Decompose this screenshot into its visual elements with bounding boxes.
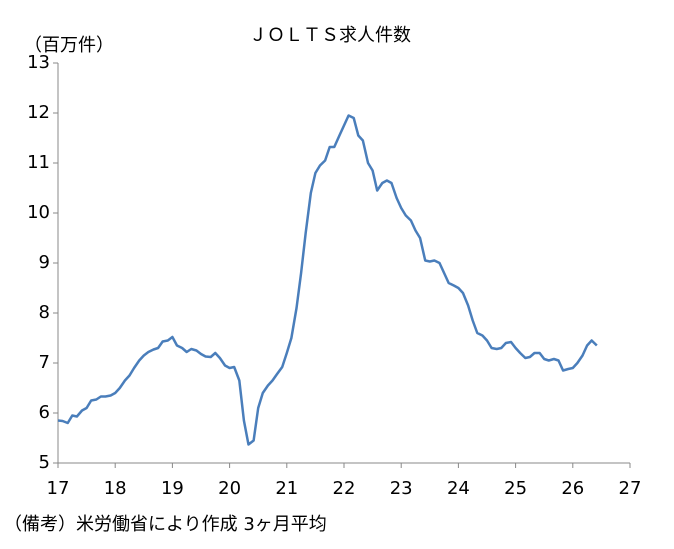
x-tick-label: 27: [619, 478, 642, 499]
y-tick-label: 9: [39, 252, 50, 273]
x-tick-label: 21: [275, 478, 298, 499]
x-tick-label: 23: [390, 478, 413, 499]
chart-title: ＪＯＬＴＳ求人件数: [249, 25, 411, 46]
line: [57, 114, 598, 446]
y-tick-label: 12: [27, 102, 50, 123]
x-tick-label: 26: [561, 478, 584, 499]
y-tick-label: 6: [39, 402, 50, 423]
y-axis-label: （百万件）: [24, 35, 114, 56]
y-tick-label: 5: [39, 452, 50, 473]
y-tick-label: 10: [27, 202, 50, 223]
x-tick-label: 22: [333, 478, 356, 499]
note: （備考）米労働省により作成 3ヶ月平均: [4, 514, 327, 535]
x-tick-label: 24: [447, 478, 470, 499]
y-tick-label: 13: [27, 52, 50, 73]
y-tick-label: 11: [27, 152, 50, 173]
x-tick-label: 17: [47, 478, 70, 499]
x-tick-label: 20: [218, 478, 241, 499]
x-tick-label: 18: [104, 478, 127, 499]
x-tick-label: 25: [504, 478, 527, 499]
y-tick-label: 8: [39, 302, 50, 323]
y-tick-label: 7: [39, 352, 50, 373]
x-tick-label: 19: [161, 478, 184, 499]
